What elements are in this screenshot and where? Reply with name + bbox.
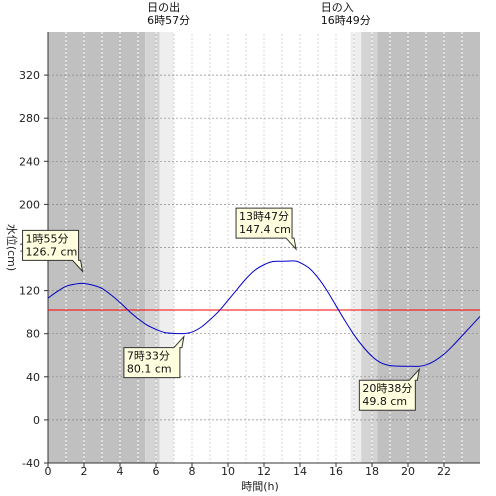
- annotation-value: 49.8 cm: [362, 395, 407, 408]
- annotation-time: 1時55分: [26, 232, 69, 245]
- annotation-time: 13時47分: [239, 210, 289, 223]
- sunset-label: 日の入: [321, 1, 354, 14]
- x-tick-label: 6: [153, 465, 160, 478]
- annotation-time: 7時33分: [127, 350, 170, 363]
- sunset-time: 16時49分: [321, 14, 371, 27]
- x-tick-label: 10: [221, 465, 235, 478]
- y-tick-label: 200: [19, 198, 40, 211]
- x-tick-label: 22: [437, 465, 451, 478]
- x-tick-label: 16: [329, 465, 343, 478]
- annotation-box: [235, 207, 297, 251]
- x-tick-labels: 0 2 4 6 8 10 12 14 16 18 20 22: [45, 463, 451, 478]
- y-axis-label: 水位(cm): [5, 224, 19, 271]
- annotation-time: 20時38分: [362, 382, 412, 395]
- annotation-value: 126.7 cm: [26, 245, 78, 258]
- y-tick-labels: -4004080120160200240280320: [19, 69, 48, 470]
- y-tick-label: 120: [19, 285, 40, 298]
- x-tick-label: 4: [117, 465, 124, 478]
- y-tick-label: 80: [26, 328, 40, 341]
- y-tick-label: 40: [26, 371, 40, 384]
- x-tick-label: 12: [257, 465, 271, 478]
- x-tick-label: 18: [365, 465, 379, 478]
- x-tick-label: 0: [45, 465, 52, 478]
- annotation-value: 147.4 cm: [239, 223, 291, 236]
- sunrise-time: 6時57分: [147, 14, 190, 27]
- y-tick-label: 240: [19, 155, 40, 168]
- annotation-value: 80.1 cm: [127, 363, 172, 376]
- y-tick-label: 0: [33, 414, 40, 427]
- x-tick-label: 2: [81, 465, 88, 478]
- annotation-box: [358, 367, 421, 411]
- y-tick-label: 280: [19, 112, 40, 125]
- x-axis-label: 時間(h): [241, 480, 279, 493]
- annotation-box: [123, 334, 185, 379]
- y-tick-label: 320: [19, 69, 40, 82]
- grid-lines: [48, 32, 480, 463]
- sun-labels: 日の出 6時57分 日の入 16時49分: [147, 0, 371, 27]
- x-tick-label: 8: [189, 465, 196, 478]
- y-tick-label: -40: [22, 457, 40, 470]
- annotation-box: [22, 229, 84, 274]
- x-tick-label: 20: [401, 465, 415, 478]
- tide-level-line: [47, 260, 481, 367]
- x-tick-label: 14: [293, 465, 307, 478]
- background-band: [350, 32, 362, 463]
- sunrise-label: 日の出: [147, 0, 180, 14]
